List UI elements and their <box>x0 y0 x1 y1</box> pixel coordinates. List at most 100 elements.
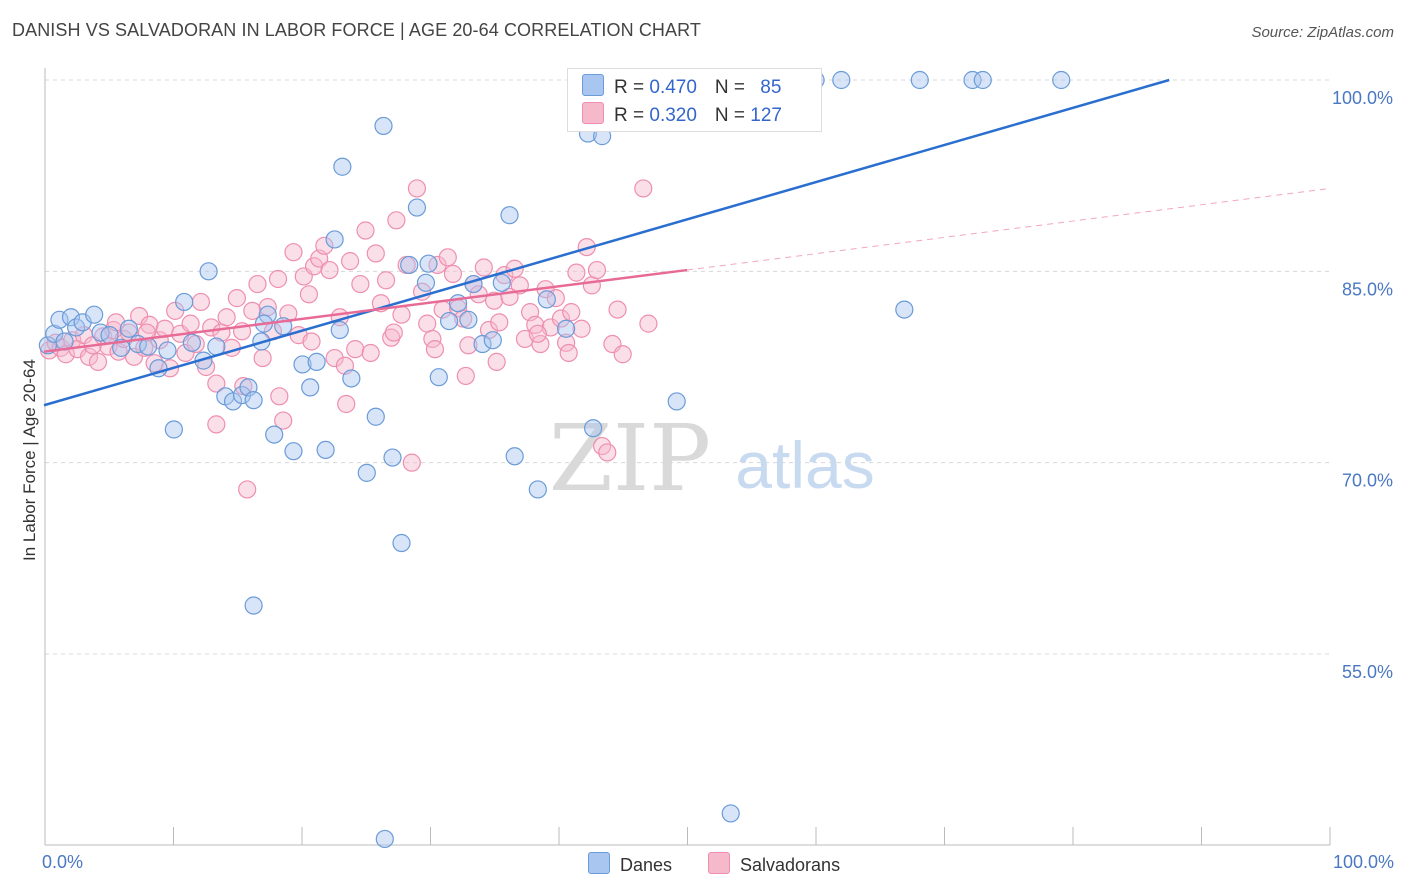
salvadorans-point <box>425 340 445 359</box>
y-tick-label: 100.0% <box>1332 88 1393 108</box>
salvadorans-point <box>634 179 653 198</box>
y-tick-label: 55.0% <box>1342 662 1393 682</box>
salvadorans-point <box>88 352 108 371</box>
danes-point <box>505 447 524 466</box>
danes-point <box>139 337 158 356</box>
salvadorans-point <box>270 387 289 406</box>
danes-point <box>244 391 263 410</box>
salvadorans-point <box>485 291 504 310</box>
danes-point <box>483 331 502 350</box>
salvadorans-point <box>392 305 411 324</box>
danes-point <box>407 198 427 217</box>
salvadorans-point <box>302 332 321 351</box>
salvadorans-point <box>490 313 509 332</box>
danes-r-label: R = <box>614 77 650 98</box>
salvadorans-n-label: N = <box>714 105 751 126</box>
salvadorans-point <box>382 328 401 347</box>
salvadorans-point <box>572 319 591 338</box>
danes-point <box>223 392 243 411</box>
salvadorans-r-label: R = <box>614 105 650 126</box>
danes-point <box>119 319 138 338</box>
danes-point <box>439 311 459 331</box>
danes-point <box>963 70 982 90</box>
salvadorans-point <box>551 309 571 328</box>
salvadorans-point <box>243 301 262 320</box>
danes-legend-swatch <box>588 852 610 874</box>
salvadorans-point <box>238 480 257 499</box>
y-tick-label: 70.0% <box>1342 471 1393 491</box>
danes-point <box>416 273 436 292</box>
y-tick-label: 85.0% <box>1342 279 1393 299</box>
legend-row-danes: R = 0.470 N = 85 <box>582 74 781 98</box>
salvadorans-point <box>387 211 406 230</box>
salvadorans-n-value: 127 <box>750 105 782 126</box>
salvadorans-legend-swatch <box>708 852 730 874</box>
salvadorans-legend-label: Salvadorans <box>740 855 841 875</box>
salvadorans-series <box>40 179 658 499</box>
salvadorans-point <box>562 303 581 322</box>
watermark-zip: ZIP <box>549 405 711 512</box>
danes-point <box>400 255 419 275</box>
salvadorans-point <box>176 343 195 363</box>
danes-trend-line <box>43 78 1170 407</box>
salvadorans-point <box>340 252 360 271</box>
salvadorans-point <box>459 336 478 355</box>
danes-point <box>492 273 511 292</box>
salvadorans-point <box>248 274 267 294</box>
bottom-legend-danes: Danes <box>588 852 672 876</box>
source-label: Source: ZipAtlas.com <box>1251 24 1394 41</box>
danes-point <box>61 308 81 327</box>
danes-n-label: N = <box>714 77 751 98</box>
danes-point <box>265 425 284 444</box>
danes-swatch <box>582 74 604 96</box>
danes-point <box>85 305 104 324</box>
salvadorans-point <box>299 285 319 304</box>
danes-legend-label: Danes <box>620 855 673 875</box>
danes-point <box>500 206 519 225</box>
salvadorans-point <box>325 348 344 368</box>
salvadorans-point <box>346 340 365 359</box>
danes-point <box>419 254 438 273</box>
danes-point <box>182 333 201 352</box>
danes-point <box>366 407 385 426</box>
danes-point <box>375 829 394 849</box>
x-tick-label-min: 0.0% <box>42 852 84 872</box>
danes-point <box>199 262 218 281</box>
salvadorans-point <box>559 343 578 363</box>
salvadorans-point <box>582 276 601 295</box>
axes <box>44 68 1331 846</box>
salvadorans-r-value: 0.320 <box>649 105 697 126</box>
salvadorans-point <box>598 443 617 462</box>
salvadorans-point <box>361 343 380 363</box>
danes-r-value: 0.470 <box>649 77 697 98</box>
salvadorans-point <box>487 352 506 371</box>
bottom-legend-salvadorans: Salvadorans <box>708 852 840 876</box>
salvadorans-point <box>320 260 339 280</box>
salvadorans-point <box>191 292 210 312</box>
danes-point <box>1052 70 1071 90</box>
danes-point <box>330 320 349 340</box>
danes-point <box>307 352 326 371</box>
salvadorans-point <box>227 289 246 308</box>
salvadorans-point <box>217 308 236 327</box>
danes-point <box>557 319 576 338</box>
watermark-atlas: atlas <box>735 428 874 502</box>
danes-point <box>429 368 448 387</box>
salvadorans-point <box>351 274 370 294</box>
legend-row-salvadorans: R = 0.320 N = 127 <box>582 102 782 126</box>
grid <box>45 79 1330 655</box>
danes-point <box>164 420 183 439</box>
danes-point <box>357 463 376 482</box>
salvadorans-trend-line <box>43 268 688 353</box>
danes-n-value: 85 <box>760 77 782 98</box>
salvadorans-point <box>438 248 457 267</box>
danes-point <box>473 334 492 354</box>
salvadorans-point <box>207 374 226 393</box>
salvadorans-trend-extrapolated <box>686 187 1331 271</box>
salvadorans-point <box>443 264 463 283</box>
salvadorans-point <box>274 411 293 430</box>
danes-point <box>316 440 335 460</box>
salvadorans-swatch <box>582 102 604 124</box>
salvadorans-point <box>207 415 226 434</box>
danes-point <box>528 480 547 499</box>
